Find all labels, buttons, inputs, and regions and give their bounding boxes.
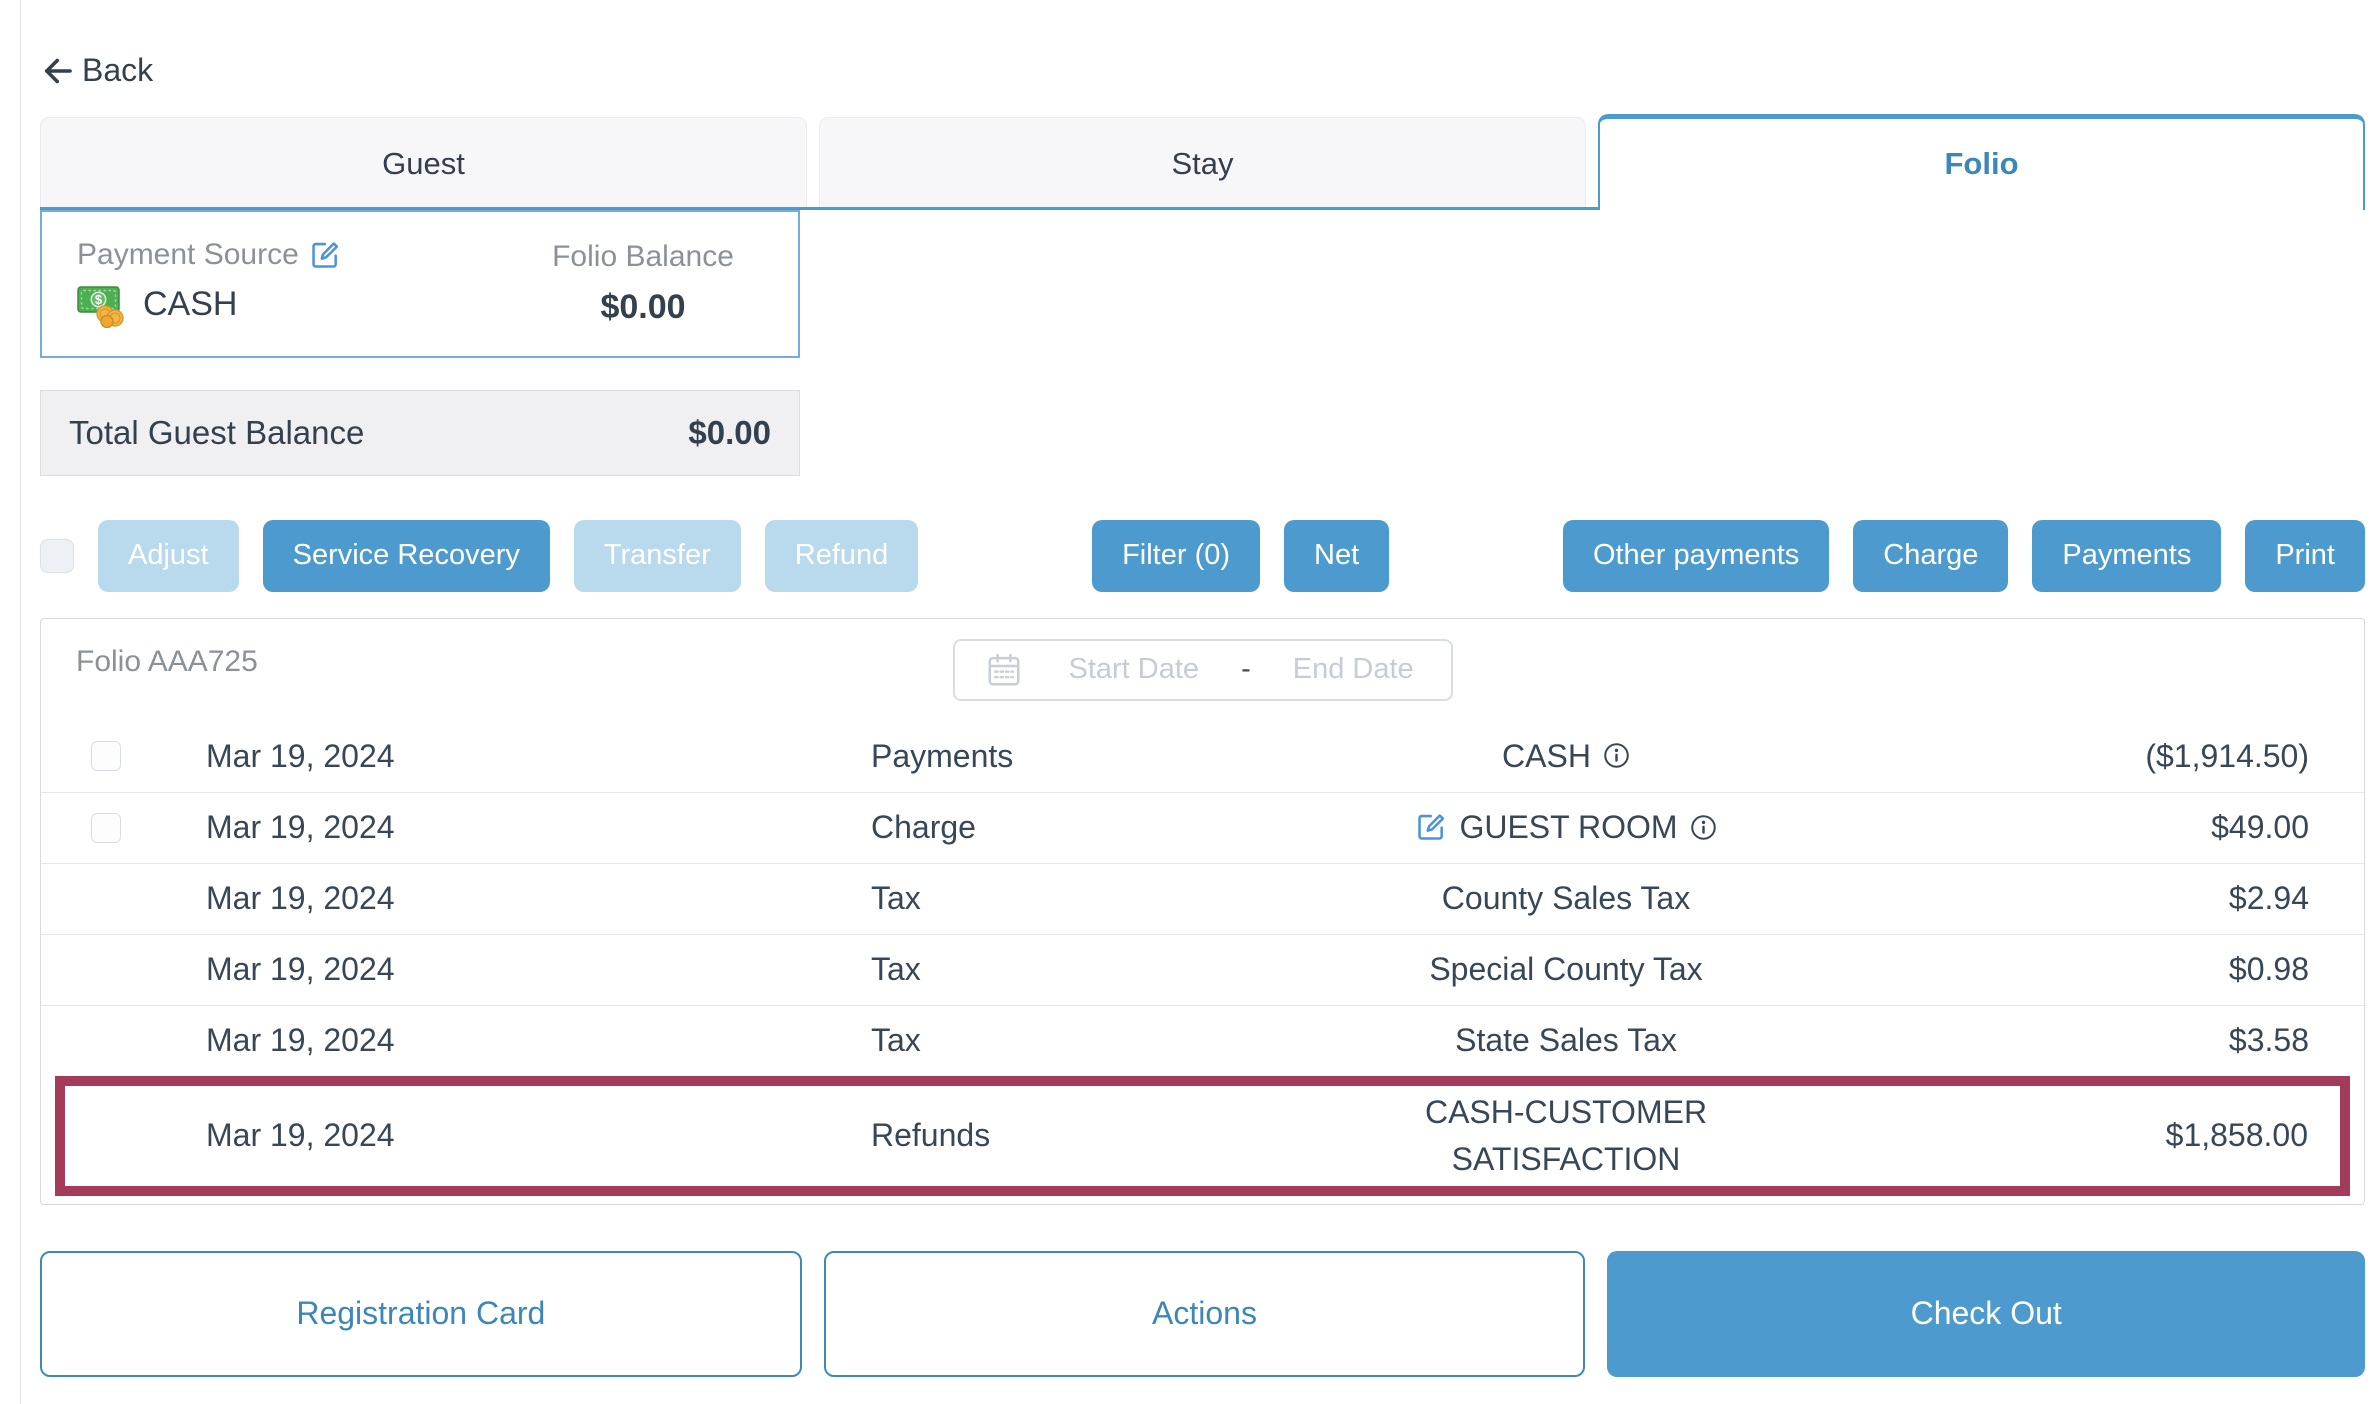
active-tab-underline xyxy=(40,206,1598,210)
folio-row-payments-cash: Mar 19, 2024 Payments CASH ($1,914.50) xyxy=(41,721,2364,792)
payment-method-value: CASH xyxy=(143,285,238,323)
svg-text:$: $ xyxy=(95,292,103,307)
row-description: CASH xyxy=(1502,737,1591,774)
date-range-input[interactable]: Start Date - End Date xyxy=(952,638,1453,701)
actions-button[interactable]: Actions xyxy=(823,1250,1586,1377)
info-icon[interactable] xyxy=(1603,742,1630,769)
tab-guest[interactable]: Guest xyxy=(40,116,807,210)
payment-source-card: Payment Source $ xyxy=(40,209,800,358)
tab-folio-label: Folio xyxy=(1944,146,2019,181)
row-date: Mar 19, 2024 xyxy=(206,1022,395,1058)
tab-stay-label: Stay xyxy=(1171,145,1234,181)
print-button[interactable]: Print xyxy=(2245,519,2365,592)
tab-bar: Guest Stay Folio xyxy=(40,113,2365,210)
start-date-placeholder: Start Date xyxy=(1068,653,1200,685)
transfer-button[interactable]: Transfer xyxy=(573,519,741,592)
row-date: Mar 19, 2024 xyxy=(206,809,395,845)
row-type: Tax xyxy=(871,951,921,987)
folio-row-county-sales-tax: Mar 19, 2024 Tax County Sales Tax $2.94 xyxy=(41,862,2364,934)
back-button[interactable]: Back xyxy=(40,52,153,89)
folio-balance-block: Folio Balance $0.00 xyxy=(518,238,768,336)
folio-row-refund-highlighted: Mar 19, 2024 Refunds CASH-CUSTOMER SATIS… xyxy=(55,1075,2350,1196)
payment-source-label: Payment Source xyxy=(77,237,299,271)
edit-charge-icon[interactable] xyxy=(1415,811,1447,843)
tab-folio[interactable]: Folio xyxy=(1598,113,2365,210)
page-left-divider xyxy=(20,0,21,1404)
service-recovery-button[interactable]: Service Recovery xyxy=(262,519,550,592)
toolbar-right-group: Other payments Charge Payments Print xyxy=(1562,519,2365,592)
row-checkbox[interactable] xyxy=(91,741,121,771)
row-amount: $49.00 xyxy=(2211,809,2309,845)
back-row: Back xyxy=(40,0,2365,94)
row-date: Mar 19, 2024 xyxy=(206,951,395,987)
other-payments-button[interactable]: Other payments xyxy=(1562,519,1830,592)
total-guest-balance-value: $0.00 xyxy=(688,413,771,451)
payments-button[interactable]: Payments xyxy=(2032,519,2222,592)
edit-payment-source-icon[interactable] xyxy=(309,239,341,271)
row-amount: $3.58 xyxy=(2228,1022,2309,1058)
row-description: CASH-CUSTOMER SATISFACTION xyxy=(1424,1094,1708,1177)
payment-source-left: Payment Source $ xyxy=(77,238,518,336)
tab-stay[interactable]: Stay xyxy=(819,116,1586,210)
total-guest-balance-bar: Total Guest Balance $0.00 xyxy=(40,389,800,476)
folio-panel: Folio AAA725 Start Date - xyxy=(40,617,2365,1205)
row-amount: $0.98 xyxy=(2228,951,2309,987)
folio-balance-value: $0.00 xyxy=(600,287,686,326)
end-date-placeholder: End Date xyxy=(1292,653,1414,685)
net-button[interactable]: Net xyxy=(1284,519,1390,592)
footer-actions: Registration Card Actions Check Out xyxy=(40,1250,2366,1377)
row-amount: ($1,914.50) xyxy=(2145,737,2309,774)
toolbar-middle-group: Filter (0) Net xyxy=(1092,519,1390,592)
row-type: Refunds xyxy=(871,1117,991,1153)
folio-panel-header: Folio AAA725 Start Date - xyxy=(41,619,2364,721)
row-type: Payments xyxy=(871,737,1014,774)
select-all-checkbox[interactable] xyxy=(40,538,74,573)
total-guest-balance-label: Total Guest Balance xyxy=(69,413,365,451)
folio-toolbar: Adjust Service Recovery Transfer Refund … xyxy=(40,519,2365,592)
back-label: Back xyxy=(82,52,154,88)
registration-card-button[interactable]: Registration Card xyxy=(40,1250,802,1377)
row-description: Special County Tax xyxy=(1429,951,1703,988)
filter-button[interactable]: Filter (0) xyxy=(1092,519,1261,592)
row-amount: $2.94 xyxy=(2228,880,2309,916)
folio-row-special-county-tax: Mar 19, 2024 Tax Special County Tax $0.9… xyxy=(41,933,2364,1005)
check-out-button[interactable]: Check Out xyxy=(1607,1250,2366,1377)
toolbar-left-group: Adjust Service Recovery Transfer Refund xyxy=(40,519,919,592)
row-checkbox[interactable] xyxy=(91,812,121,843)
charge-button[interactable]: Charge xyxy=(1853,519,2009,592)
back-arrow-icon xyxy=(40,53,76,89)
row-description: County Sales Tax xyxy=(1441,880,1691,917)
row-type: Charge xyxy=(871,809,976,845)
date-range-separator: - xyxy=(1241,653,1251,685)
calendar-icon xyxy=(985,651,1023,689)
row-type: Tax xyxy=(871,880,921,916)
row-amount: $1,858.00 xyxy=(2165,1117,2308,1153)
folio-title: Folio AAA725 xyxy=(76,644,258,678)
info-icon[interactable] xyxy=(1690,814,1717,841)
folio-row-charge-guest-room: Mar 19, 2024 Charge GUEST ROOM $49.00 xyxy=(41,791,2364,863)
tab-guest-label: Guest xyxy=(382,145,465,181)
adjust-button[interactable]: Adjust xyxy=(98,519,239,592)
row-description: State Sales Tax xyxy=(1455,1022,1677,1059)
row-type: Tax xyxy=(871,1022,921,1058)
cash-icon: $ xyxy=(77,282,127,328)
folio-balance-label: Folio Balance xyxy=(552,239,734,273)
row-date: Mar 19, 2024 xyxy=(206,880,395,916)
refund-button[interactable]: Refund xyxy=(764,519,919,592)
row-date: Mar 19, 2024 xyxy=(206,1117,395,1153)
folio-row-state-sales-tax: Mar 19, 2024 Tax State Sales Tax $3.58 xyxy=(41,1004,2364,1076)
row-description: GUEST ROOM xyxy=(1459,809,1678,846)
row-date: Mar 19, 2024 xyxy=(206,737,395,774)
